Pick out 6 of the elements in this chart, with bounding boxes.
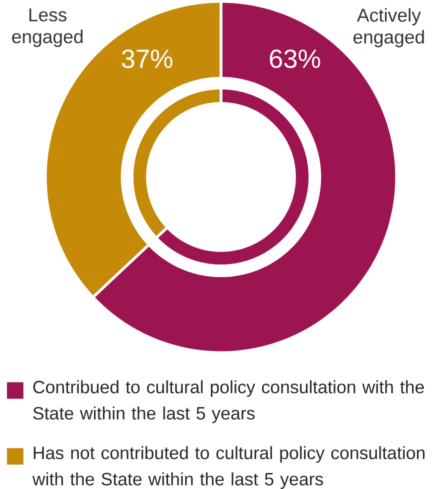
text: 63% [270, 49, 320, 68]
text: Actively engaged [353, 8, 424, 48]
text: 37% [122, 49, 172, 68]
legend-label: Contribued to cultural policy consultation with the State within the last 5 years [32, 380, 424, 424]
text: Less engaged [12, 8, 82, 47]
legend-label: Has not contributed to cultural policy consultation with the State within the last 5 years [32, 446, 424, 489]
